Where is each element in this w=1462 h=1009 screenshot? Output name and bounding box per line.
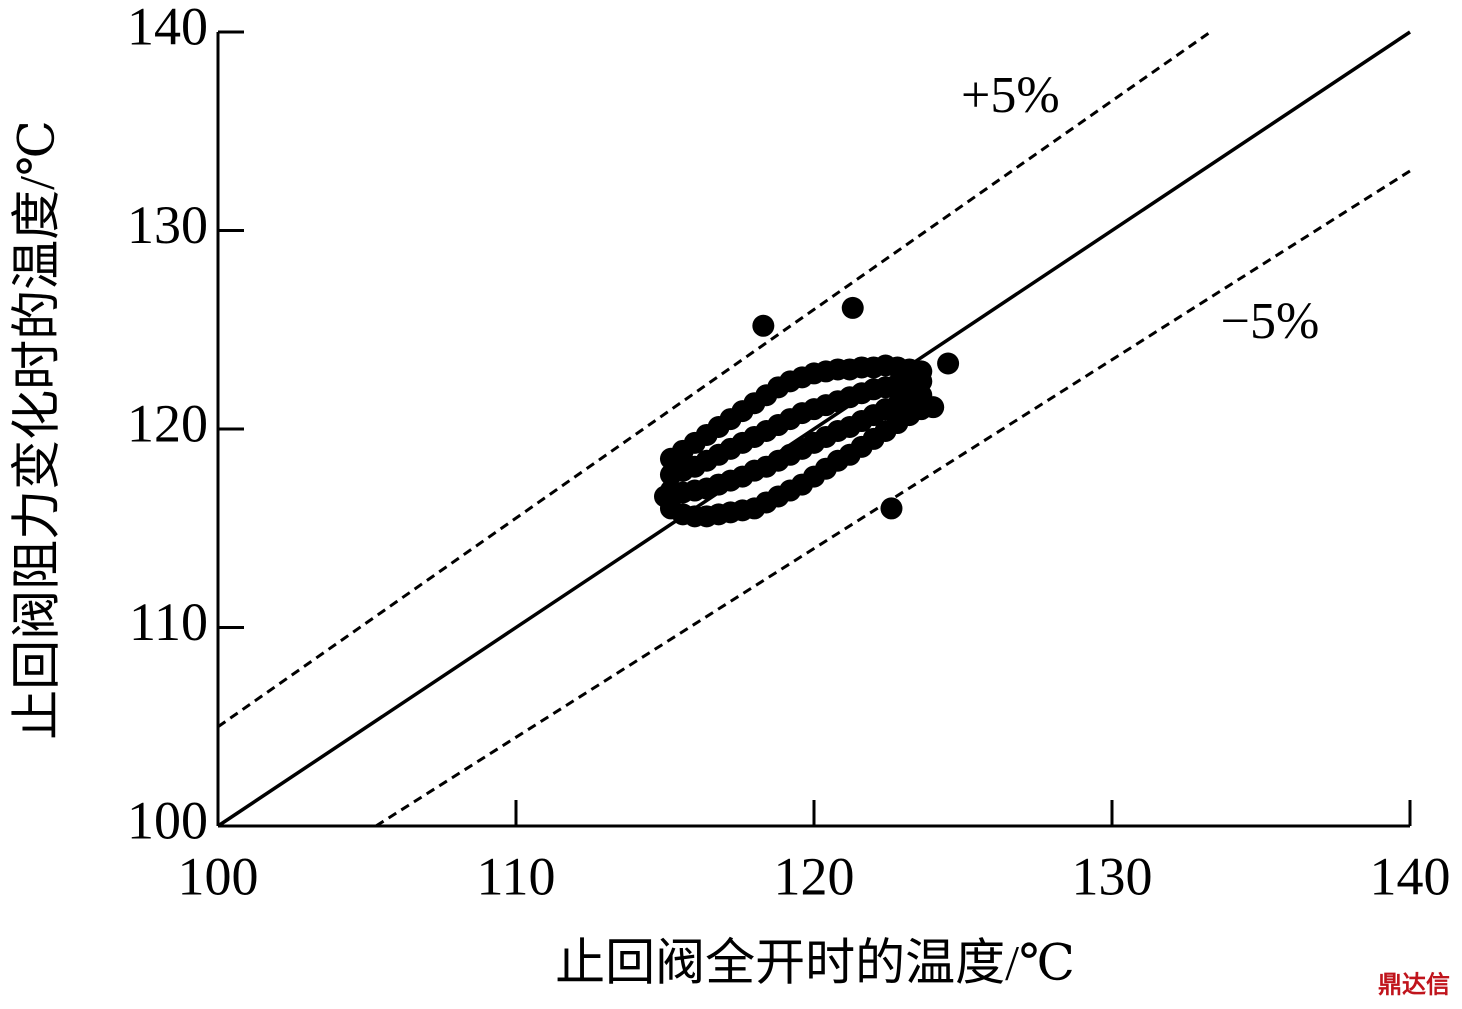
line-label: +5% [961, 67, 1060, 124]
line [375, 169, 1411, 828]
scatter-point [752, 314, 775, 337]
line-label: −5% [1221, 293, 1320, 350]
x-tick-label: 120 [774, 846, 855, 906]
x-tick-label: 140 [1370, 846, 1451, 906]
line [217, 30, 1411, 828]
line [217, 30, 1212, 728]
x-tick-label: 110 [477, 846, 556, 906]
x-tick-label: 130 [1072, 846, 1153, 906]
scatter-point [922, 396, 945, 419]
y-tick-label: 140 [127, 0, 208, 56]
scatter-point [654, 485, 676, 508]
watermark: 鼎达信 [1378, 971, 1450, 999]
x-tick-label: 100 [178, 846, 259, 906]
x-axis-label: 止回阀全开时的温度/℃ [555, 934, 1075, 990]
scatter-point [937, 352, 960, 375]
scatter-point [880, 497, 903, 520]
y-tick-label: 100 [127, 790, 208, 850]
y-tick-label: 120 [127, 393, 208, 453]
scatter-point [910, 360, 933, 383]
y-tick-label: 130 [127, 195, 208, 255]
scatter-point [841, 296, 864, 319]
y-tick-label: 110 [129, 592, 208, 652]
y-axis-label: 止回阀阻力变化时的温度/℃ [8, 120, 64, 740]
